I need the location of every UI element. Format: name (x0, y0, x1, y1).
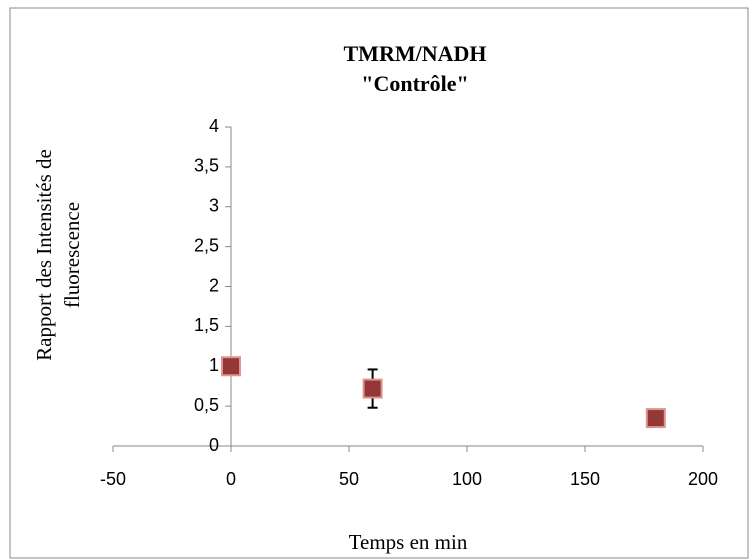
y-tick-label: 2,5 (194, 235, 219, 255)
y-tick-label: 4 (209, 116, 219, 136)
y-tick-label: 2 (209, 275, 219, 295)
y-axis-label: Rapport des Intensités de (32, 149, 56, 361)
y-tick-label: 1,5 (194, 315, 219, 335)
chart-border (9, 7, 749, 559)
y-axis-label: fluorescence (60, 202, 84, 308)
y-tick-label: 3 (209, 196, 219, 216)
x-tick-label: 200 (688, 469, 718, 489)
y-tick-label: 0,5 (194, 395, 219, 415)
marker (362, 378, 383, 399)
x-tick-label: -50 (100, 469, 126, 489)
x-tick-label: 50 (339, 469, 359, 489)
chart-title: TMRM/NADH (344, 41, 487, 66)
chart-subtitle: "Contrôle" (361, 71, 469, 96)
x-tick-label: 150 (570, 469, 600, 489)
marker (221, 356, 241, 377)
x-tick-label: 0 (226, 469, 236, 489)
x-tick-label: 100 (452, 469, 482, 489)
y-tick-label: 1 (209, 355, 219, 375)
marker (645, 408, 666, 429)
x-axis-label: Temps en min (349, 530, 468, 554)
y-tick-label: 3,5 (194, 156, 219, 176)
y-tick-label: 0 (209, 435, 219, 455)
